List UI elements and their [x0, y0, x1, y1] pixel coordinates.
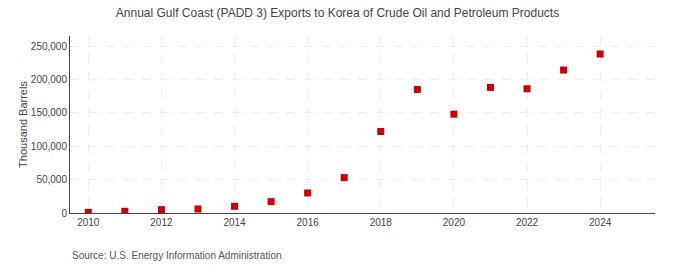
svg-text:2020: 2020: [443, 217, 466, 228]
svg-text:100,000: 100,000: [31, 141, 68, 152]
svg-text:0: 0: [61, 208, 67, 219]
svg-text:200,000: 200,000: [31, 74, 68, 85]
svg-text:150,000: 150,000: [31, 107, 68, 118]
svg-text:2024: 2024: [589, 217, 612, 228]
svg-text:Source: U.S. Energy Informatio: Source: U.S. Energy Information Administ…: [72, 250, 282, 261]
svg-text:Thousand Barrels: Thousand Barrels: [17, 81, 29, 168]
svg-text:Annual Gulf Coast (PADD 3) Exp: Annual Gulf Coast (PADD 3) Exports to Ko…: [116, 6, 559, 20]
svg-text:2014: 2014: [223, 217, 246, 228]
svg-text:2010: 2010: [77, 217, 100, 228]
svg-text:2012: 2012: [150, 217, 173, 228]
svg-text:2016: 2016: [297, 217, 320, 228]
svg-text:50,000: 50,000: [36, 174, 67, 185]
svg-text:2022: 2022: [516, 217, 539, 228]
svg-text:250,000: 250,000: [31, 41, 68, 52]
svg-text:2018: 2018: [370, 217, 393, 228]
